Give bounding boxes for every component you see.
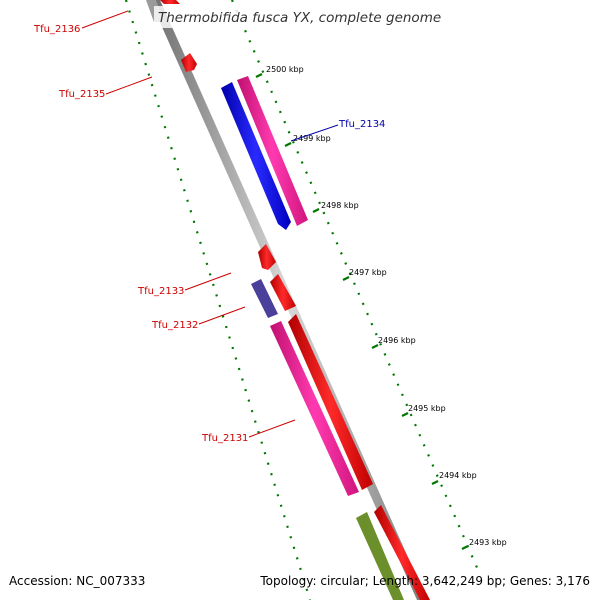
gene-red-long: [288, 314, 373, 490]
tick-label: 2493 kbp: [469, 538, 507, 547]
gene-label-tfu-2136[interactable]: Tfu_2136: [33, 24, 80, 35]
tick-label: 2496 kbp: [378, 336, 416, 345]
gene-tfu-2134: [221, 82, 291, 230]
gene-label-tfu-2133[interactable]: Tfu_2133: [137, 286, 184, 297]
gene-label-tfu-2135[interactable]: Tfu_2135: [58, 89, 105, 100]
gene-tfu-2135: [181, 53, 197, 72]
title-backdrop: [154, 6, 444, 28]
gene-red-2132: [270, 274, 296, 311]
gene-label-tfu-2134[interactable]: Tfu_2134: [338, 119, 385, 130]
gene-label-tfu-2131[interactable]: Tfu_2131: [201, 433, 248, 444]
gene-pink-2499: [237, 76, 308, 226]
tick-label: 2497 kbp: [349, 268, 387, 277]
tick-label: 2494 kbp: [439, 471, 477, 480]
gene-red-bottom: [374, 505, 430, 600]
map-title: Thermobifida fusca YX, complete genome: [158, 10, 441, 26]
gene-tfu-2133: [258, 244, 276, 270]
tick-marks: [255, 73, 469, 550]
outer-dotted-track: [230, 0, 480, 571]
tick-label: 2495 kbp: [408, 404, 446, 413]
tick-label: 2498 kbp: [321, 201, 359, 210]
gene-tfu-2131-pink: [270, 321, 359, 496]
gene-label-tfu-2132[interactable]: Tfu_2132: [151, 320, 198, 331]
tick-label: 2500 kbp: [266, 65, 304, 74]
tick-label: 2499 kbp: [293, 134, 331, 143]
leader-lines: [81, 10, 339, 438]
gene-tfu-2136: [160, 0, 180, 4]
gene-tfu-2132-purple: [251, 279, 278, 318]
topology-text: Topology: circular; Length: 3,642,249 bp…: [260, 574, 590, 588]
gene-olive-bottom: [356, 512, 404, 600]
accession-text: Accession: NC_007333: [9, 574, 146, 588]
